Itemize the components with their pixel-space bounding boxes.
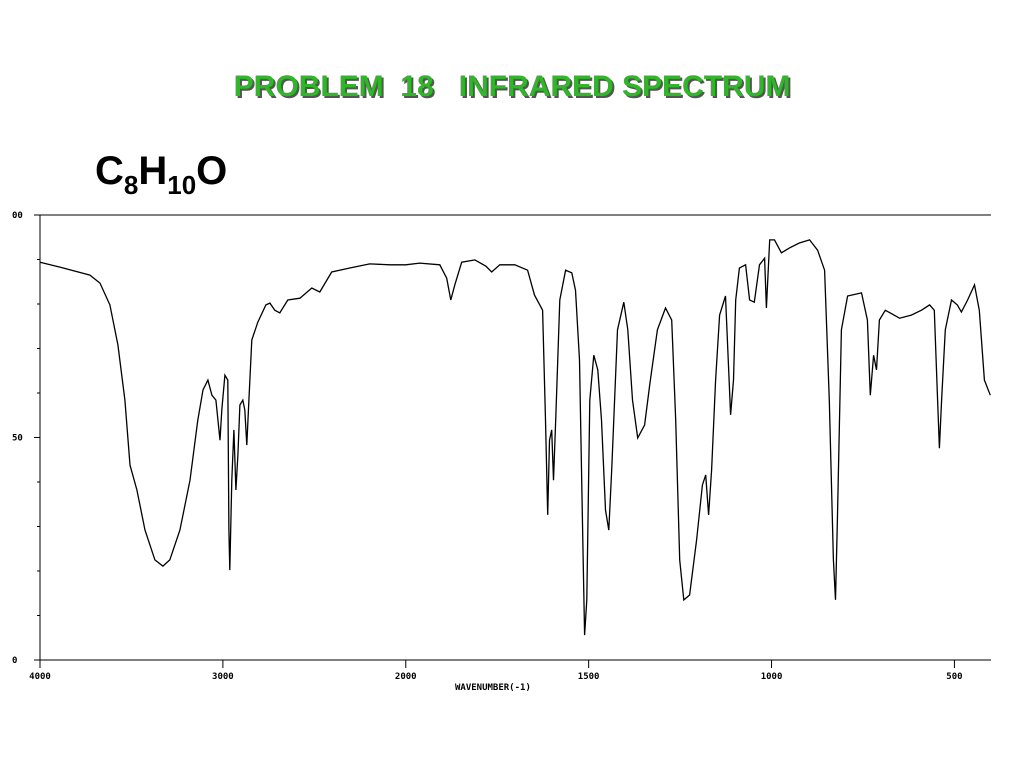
formula-part: 10 bbox=[167, 170, 196, 200]
formula-part: 8 bbox=[124, 170, 138, 200]
spectrum-line bbox=[39, 239, 991, 636]
formula: C8H10O bbox=[95, 149, 227, 200]
title-shadow: PROBLEM 18 INFRARED SPECTRUM bbox=[236, 72, 793, 105]
formula-part: H bbox=[138, 149, 167, 193]
x-tick-label: 4000 bbox=[29, 672, 51, 682]
title: PROBLEM 18 INFRARED SPECTRUM bbox=[234, 70, 791, 103]
y-tick-label: 00 bbox=[12, 211, 23, 221]
x-tick-label: 1000 bbox=[761, 672, 783, 682]
x-axis-label: WAVENUMBER(-1) bbox=[455, 683, 531, 693]
formula-part: O bbox=[196, 149, 227, 193]
x-tick-label: 2000 bbox=[395, 672, 417, 682]
y-tick-label: 0 bbox=[12, 656, 17, 666]
x-tick-label: 500 bbox=[946, 672, 962, 682]
x-tick-label: 1500 bbox=[578, 672, 600, 682]
x-tick-label: 3000 bbox=[212, 672, 234, 682]
formula-part: C bbox=[95, 149, 124, 193]
y-tick-label: 50 bbox=[12, 434, 23, 444]
